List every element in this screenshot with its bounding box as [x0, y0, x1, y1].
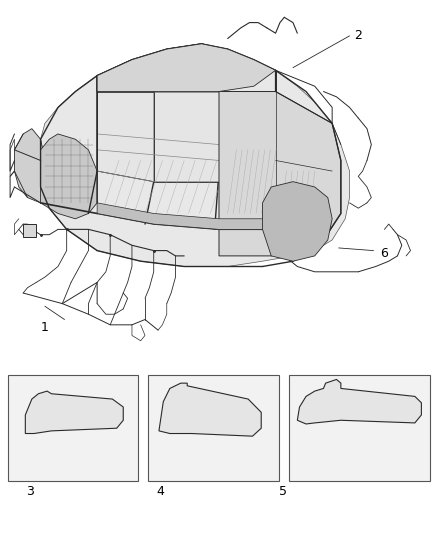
Polygon shape	[154, 92, 219, 182]
Text: 5: 5	[279, 486, 287, 498]
Text: 3: 3	[26, 486, 34, 498]
Polygon shape	[97, 92, 154, 182]
Polygon shape	[23, 224, 36, 237]
Text: 2: 2	[354, 29, 362, 42]
Polygon shape	[262, 182, 332, 261]
FancyBboxPatch shape	[8, 375, 138, 481]
Text: 4: 4	[156, 486, 164, 498]
Polygon shape	[14, 128, 49, 203]
Polygon shape	[219, 92, 341, 256]
Polygon shape	[297, 379, 421, 424]
Polygon shape	[41, 44, 350, 266]
Polygon shape	[41, 134, 97, 219]
Polygon shape	[97, 44, 276, 92]
Text: 6: 6	[381, 247, 389, 260]
Text: 1: 1	[41, 321, 49, 334]
Polygon shape	[159, 383, 261, 436]
FancyBboxPatch shape	[289, 375, 430, 481]
Polygon shape	[25, 391, 123, 433]
Polygon shape	[97, 203, 271, 229]
FancyBboxPatch shape	[148, 375, 279, 481]
